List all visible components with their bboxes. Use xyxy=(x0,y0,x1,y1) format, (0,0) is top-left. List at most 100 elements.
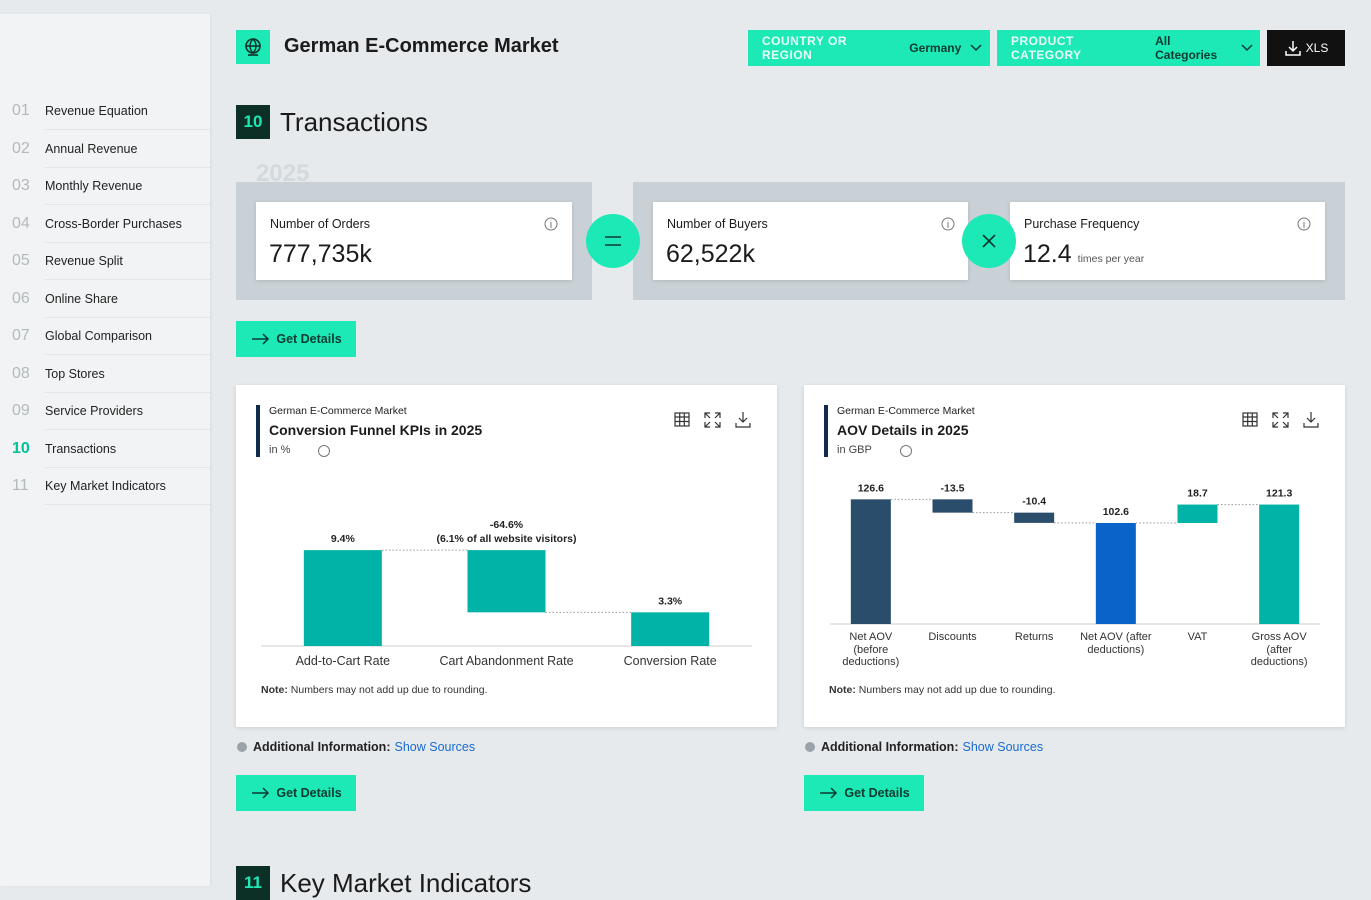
kpi-number: 12.4 xyxy=(1023,240,1072,268)
x-tick-label: VAT xyxy=(1187,631,1208,643)
nav-item[interactable]: 07 Global Comparison xyxy=(0,318,210,355)
chart-note: Note: Numbers may not add up due to roun… xyxy=(829,684,1055,696)
section-number: 10 xyxy=(236,105,270,139)
info-icon xyxy=(900,445,912,457)
chart-supertitle: German E-Commerce Market xyxy=(269,405,407,417)
x-tick-label: Cart Abandonment Rate xyxy=(439,654,574,668)
x-tick-label: Gross AOV (after deductions) xyxy=(1250,631,1308,668)
x-tick-label: Add-to-Cart Rate xyxy=(295,654,391,668)
chart-subtitle: in % xyxy=(269,444,291,456)
nav-number: 11 xyxy=(12,477,29,494)
table-icon-grid xyxy=(675,413,689,426)
nav-item[interactable]: 04 Cross-Border Purchases xyxy=(0,206,210,243)
nav-number: 04 xyxy=(12,214,30,232)
get-details-button[interactable]: Get Details xyxy=(236,775,356,811)
value-label: 121.3 xyxy=(1266,488,1292,500)
nav-label: Monthly Revenue xyxy=(45,179,143,193)
nav-separator xyxy=(45,391,210,393)
chart-card: 126.6 -13.5 -10.4 102.6 18.7 121.3 German E-Co… xyxy=(804,385,1345,727)
page-title: German E-Commerce Market xyxy=(284,35,559,57)
info-dot-circle xyxy=(805,742,815,752)
bar xyxy=(631,612,710,646)
kpi-value: 12.4 times per year xyxy=(1023,240,1144,269)
nav-item[interactable]: 05 Revenue Split xyxy=(0,243,210,280)
value-label: 102.6 xyxy=(1103,506,1129,518)
nav-separator xyxy=(45,129,210,130)
kpi-label: Purchase Frequency xyxy=(1024,217,1140,231)
nav-item[interactable]: 11 Key Market Indicators xyxy=(0,468,210,505)
chart-card: 9.4% (6.1% of all website visitors) -64.6%… xyxy=(236,385,777,727)
chart-title: Conversion Funnel KPIs in 2025 xyxy=(269,422,483,438)
arrow xyxy=(820,787,838,799)
nav-separator xyxy=(45,429,210,430)
nav-item[interactable]: 06 Online Share xyxy=(0,281,210,318)
arrow xyxy=(252,787,270,799)
value-label: 3.3% xyxy=(658,595,683,607)
arrow-icon xyxy=(252,333,270,345)
info-dot xyxy=(805,742,815,752)
get-details-button[interactable]: Get Details xyxy=(804,775,924,811)
kpi-card: Number of Orders 777,735k xyxy=(256,202,572,280)
table-icon xyxy=(674,412,690,427)
nav-label: Global Comparison xyxy=(45,329,152,343)
nav-item[interactable]: 09 Service Providers xyxy=(0,393,210,430)
filter-label: PRODUCT CATEGORY xyxy=(1011,34,1082,62)
info-dot xyxy=(237,742,247,752)
bar xyxy=(1095,522,1136,624)
download-icon xyxy=(735,412,751,428)
filter-dropdown[interactable]: COUNTRY OR REGION Germany xyxy=(748,30,990,66)
value-label: 9.4% xyxy=(331,533,356,545)
chart-note: Note: Numbers may not add up due to roun… xyxy=(261,684,487,696)
show-sources-link[interactable]: Show Sources xyxy=(394,740,476,754)
chart-title: AOV Details in 2025 xyxy=(837,422,969,438)
nav-separator xyxy=(45,279,210,280)
nav-number: 07 xyxy=(12,327,30,344)
get-details-button[interactable]: Get Details xyxy=(236,321,356,357)
sidebar: 01 Revenue Equation 02 Annual Revenue 03 Mont… xyxy=(0,14,210,886)
show-sources-link[interactable]: Show Sources xyxy=(962,740,1044,754)
nav-label: Annual Revenue xyxy=(45,141,138,156)
nav-number: 03 xyxy=(12,177,30,194)
filter-dropdown[interactable]: PRODUCT CATEGORY All Categories xyxy=(997,30,1260,66)
bar xyxy=(1177,504,1218,523)
nav-separator xyxy=(45,354,210,355)
nav-item[interactable]: 01 Revenue Equation xyxy=(0,93,210,130)
expand-icon xyxy=(1272,412,1289,428)
chart: 126.6 -13.5 -10.4 102.6 18.7 121.3 xyxy=(824,405,1320,625)
kpi-label: Number of Orders xyxy=(270,217,371,231)
x-tick-label: Returns xyxy=(1014,631,1054,643)
section-title: Key Market Indicators xyxy=(280,868,532,898)
nav-separator xyxy=(45,466,210,468)
title-accent xyxy=(824,405,828,457)
bar xyxy=(467,550,546,613)
section-number: 11 xyxy=(236,866,270,900)
bar xyxy=(850,499,891,624)
chart: 9.4% (6.1% of all website visitors) -64.6%… xyxy=(256,405,752,647)
nav-number: 08 xyxy=(12,364,30,382)
nav-item[interactable]: 02 Annual Revenue xyxy=(0,131,210,168)
nav-item[interactable]: 08 Top Stores xyxy=(0,356,210,393)
x-tick-label: Net AOV (after deductions) xyxy=(1080,631,1152,656)
nav-separator xyxy=(45,504,210,505)
nav-number: 01 xyxy=(12,102,30,119)
download-icon xyxy=(1284,41,1301,56)
x-tick-label: Net AOV (before deductions) xyxy=(842,631,900,668)
arrow-icon xyxy=(252,787,270,799)
table-icon-grid xyxy=(1243,413,1257,426)
equals-sign xyxy=(605,236,621,246)
note-text: Numbers may not add up due to rounding. xyxy=(290,684,488,696)
globe-icon xyxy=(245,38,261,56)
bar xyxy=(303,550,382,646)
kpi-card: Purchase Frequency 12.4 times per year xyxy=(1010,202,1325,280)
table-icon xyxy=(1242,412,1258,427)
chart-supertitle: German E-Commerce Market xyxy=(837,405,975,417)
info-icon xyxy=(318,445,330,457)
nav-item[interactable]: 03 Monthly Revenue xyxy=(0,168,210,205)
nav-item[interactable]: 10 Transactions xyxy=(0,431,210,468)
nav-label: Revenue Equation xyxy=(45,104,148,118)
nav-label: Transactions xyxy=(45,441,117,456)
button-label: Get Details xyxy=(276,332,342,346)
export-button[interactable]: XLS xyxy=(1267,30,1345,66)
additional-info: Additional Information: Show Sources xyxy=(804,740,1043,754)
